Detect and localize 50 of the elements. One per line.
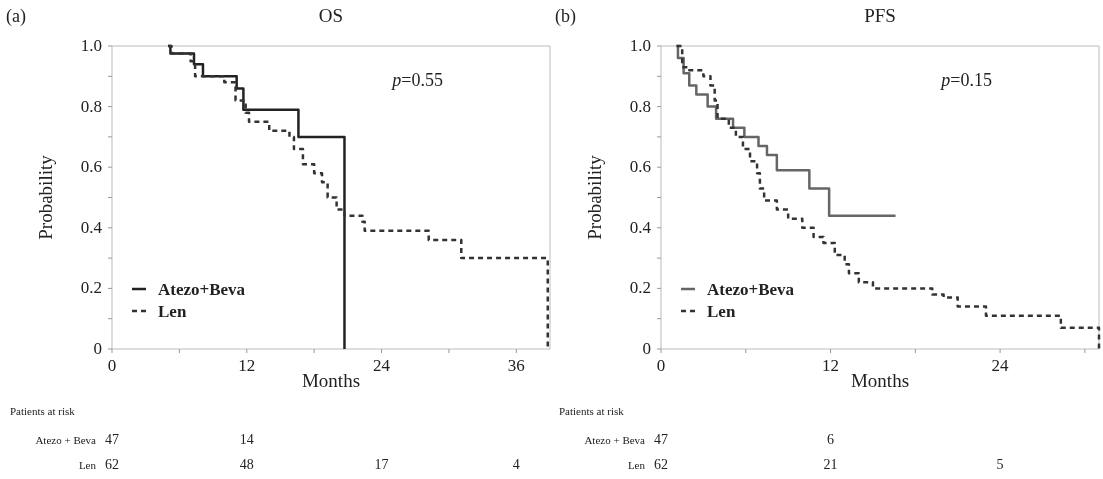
legend-label: Atezo+Beva: [707, 280, 795, 299]
y-tick-label: 0: [642, 339, 651, 358]
annotation: p=0.55: [390, 70, 443, 90]
text: 21: [823, 457, 838, 472]
y-tick-label: 0.8: [80, 96, 102, 116]
text: 17: [374, 457, 389, 472]
y-tick-label: 0: [93, 339, 102, 358]
text: Patients at risk: [559, 405, 625, 417]
y-axis-title: Probability: [35, 154, 56, 240]
annotation: p=0.15: [939, 70, 992, 90]
text: 14: [239, 432, 254, 447]
text: Patients at risk: [10, 405, 76, 417]
x-tick-label: 0: [107, 356, 117, 375]
text: (a): [6, 6, 26, 27]
chart-title: OS: [318, 5, 344, 26]
x-tick-label: 0: [656, 356, 666, 375]
chart-title: PFS: [864, 5, 896, 26]
x-tick-label: 12: [238, 356, 256, 375]
x-tick-label: 36: [507, 356, 525, 375]
y-tick-label: 0.8: [629, 96, 651, 116]
y-tick-label: 1.0: [629, 36, 651, 55]
x-tick-label: 24: [991, 356, 1010, 375]
legend-label: Len: [707, 302, 736, 321]
legend-label: Len: [158, 302, 187, 321]
y-axis-title: Probability: [584, 154, 605, 240]
text: 4: [512, 457, 520, 472]
text: 47: [654, 432, 668, 447]
text: Len: [627, 459, 645, 471]
x-tick-label: 24: [373, 356, 391, 375]
x-axis-title: Months: [850, 370, 910, 391]
text: 62: [105, 457, 119, 472]
text: 48: [239, 457, 254, 472]
y-tick-label: 1.0: [80, 36, 102, 55]
y-tick-label: 0.6: [80, 157, 102, 177]
text: Atezo + Beva: [35, 434, 96, 446]
text: 5: [996, 457, 1004, 472]
text: 6: [827, 432, 835, 447]
x-axis-title: Months: [301, 370, 361, 391]
text: (b): [555, 6, 576, 27]
legend-label: Atezo+Beva: [158, 280, 246, 299]
y-tick-label: 0.2: [629, 278, 651, 298]
text: 47: [105, 432, 119, 447]
y-tick-label: 0.2: [80, 278, 102, 298]
text: 62: [654, 457, 668, 472]
text: Len: [78, 459, 96, 471]
text: Atezo + Beva: [584, 434, 645, 446]
y-tick-label: 0.4: [80, 217, 103, 237]
y-tick-label: 0.4: [629, 217, 652, 237]
x-tick-label: 12: [822, 356, 840, 375]
y-tick-label: 0.6: [629, 157, 651, 177]
